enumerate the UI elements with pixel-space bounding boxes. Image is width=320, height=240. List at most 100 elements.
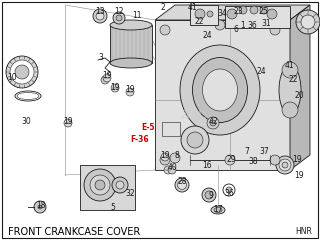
- Circle shape: [270, 25, 280, 35]
- Text: 37: 37: [259, 148, 269, 156]
- Ellipse shape: [178, 180, 187, 190]
- Circle shape: [282, 62, 298, 78]
- Text: 18: 18: [36, 200, 46, 210]
- Circle shape: [250, 6, 258, 14]
- Circle shape: [267, 9, 277, 19]
- Text: 24: 24: [202, 30, 212, 40]
- Circle shape: [90, 175, 110, 195]
- Bar: [110, 25, 152, 63]
- Text: 19: 19: [125, 85, 135, 95]
- Text: 29: 29: [226, 156, 236, 164]
- Text: 3: 3: [99, 54, 103, 62]
- Ellipse shape: [276, 156, 294, 174]
- Circle shape: [10, 60, 34, 84]
- Circle shape: [93, 9, 107, 23]
- Circle shape: [116, 15, 122, 21]
- Circle shape: [126, 88, 134, 96]
- Circle shape: [239, 6, 247, 14]
- Text: 41: 41: [187, 4, 197, 12]
- Ellipse shape: [203, 69, 237, 111]
- Text: 31: 31: [261, 19, 271, 29]
- Ellipse shape: [211, 206, 225, 214]
- Text: 23: 23: [233, 6, 243, 16]
- Circle shape: [215, 20, 225, 30]
- Circle shape: [116, 181, 124, 189]
- Text: 19: 19: [110, 84, 120, 92]
- Circle shape: [225, 155, 235, 165]
- Circle shape: [15, 65, 29, 79]
- Circle shape: [160, 155, 170, 165]
- Circle shape: [6, 56, 38, 88]
- Ellipse shape: [193, 58, 247, 122]
- Circle shape: [260, 6, 268, 14]
- Circle shape: [270, 155, 280, 165]
- Circle shape: [210, 120, 216, 126]
- Circle shape: [205, 191, 213, 199]
- Polygon shape: [290, 5, 310, 170]
- Bar: [225, 6, 290, 28]
- Circle shape: [282, 102, 298, 118]
- Circle shape: [296, 10, 320, 34]
- Circle shape: [96, 12, 104, 20]
- Text: 16: 16: [202, 161, 212, 169]
- Text: 2CMS: 2CMS: [181, 110, 209, 120]
- Text: 11: 11: [132, 11, 142, 19]
- Circle shape: [95, 180, 105, 190]
- Text: 42: 42: [208, 116, 218, 126]
- Text: 25: 25: [258, 6, 268, 16]
- Text: 1: 1: [241, 20, 245, 30]
- Text: 7: 7: [244, 148, 249, 156]
- Text: 34: 34: [217, 10, 227, 18]
- Circle shape: [161, 153, 169, 161]
- Text: HNR: HNR: [295, 228, 312, 236]
- Text: 9: 9: [209, 191, 213, 199]
- Text: 22: 22: [288, 74, 298, 84]
- Text: 19: 19: [160, 150, 170, 160]
- Circle shape: [113, 12, 125, 24]
- Text: 13: 13: [95, 6, 105, 16]
- Circle shape: [84, 169, 116, 201]
- Ellipse shape: [110, 20, 152, 30]
- Text: 41: 41: [284, 61, 294, 71]
- Bar: [162, 122, 180, 136]
- Text: 10: 10: [7, 72, 17, 82]
- Text: 32: 32: [125, 188, 135, 198]
- Polygon shape: [155, 20, 290, 170]
- Circle shape: [195, 9, 205, 19]
- Circle shape: [227, 9, 237, 19]
- Ellipse shape: [214, 208, 222, 212]
- Polygon shape: [155, 5, 310, 20]
- Circle shape: [160, 25, 170, 35]
- Text: 19: 19: [292, 156, 302, 164]
- Text: 2: 2: [161, 4, 165, 12]
- Text: 19: 19: [102, 72, 112, 80]
- Circle shape: [202, 188, 216, 202]
- Ellipse shape: [187, 132, 203, 148]
- Circle shape: [64, 119, 72, 127]
- Bar: [190, 5, 218, 25]
- Ellipse shape: [181, 126, 209, 154]
- Ellipse shape: [175, 178, 189, 192]
- Ellipse shape: [282, 162, 288, 168]
- Circle shape: [301, 15, 315, 29]
- Text: FRONT CRANKCASE COVER: FRONT CRANKCASE COVER: [8, 227, 140, 237]
- Circle shape: [34, 201, 46, 213]
- Circle shape: [38, 205, 42, 209]
- Ellipse shape: [279, 65, 301, 115]
- Circle shape: [168, 166, 176, 174]
- Text: E-5: E-5: [141, 124, 155, 132]
- Text: 19: 19: [294, 170, 304, 180]
- Text: 36: 36: [224, 188, 234, 198]
- Circle shape: [170, 153, 180, 163]
- Text: 38: 38: [248, 157, 258, 167]
- Circle shape: [103, 74, 111, 82]
- Bar: [80, 165, 135, 210]
- Text: 12: 12: [114, 6, 124, 16]
- Circle shape: [207, 117, 219, 129]
- Text: 5: 5: [111, 203, 116, 211]
- Text: 19: 19: [63, 116, 73, 126]
- Text: 40: 40: [167, 163, 177, 173]
- Text: 8: 8: [175, 151, 180, 161]
- Circle shape: [111, 84, 119, 92]
- Ellipse shape: [180, 45, 260, 135]
